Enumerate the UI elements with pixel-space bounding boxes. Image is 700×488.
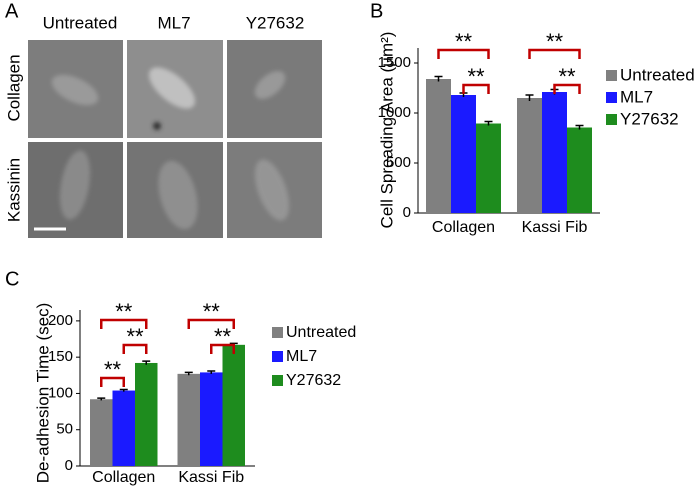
legend-label: ML7 bbox=[620, 87, 653, 106]
error-bar bbox=[434, 75, 443, 82]
y-tick-label: 500 bbox=[386, 154, 411, 171]
error-bar bbox=[484, 120, 493, 126]
significance-bracket bbox=[100, 376, 125, 387]
y-axis-label: De-adhesion Time (sec) bbox=[33, 303, 52, 483]
legend-swatch bbox=[272, 375, 283, 386]
legend-swatch bbox=[606, 114, 617, 125]
panel-label: B bbox=[370, 0, 383, 22]
bar bbox=[222, 344, 245, 466]
error-bar bbox=[119, 388, 128, 392]
significance-bracket bbox=[122, 343, 148, 354]
y-tick-label: 200 bbox=[48, 312, 73, 329]
y-tick-label: 150 bbox=[48, 348, 73, 365]
error-bar bbox=[97, 397, 106, 401]
x-tick-label: Collagen bbox=[432, 219, 495, 236]
significance-bracket bbox=[187, 318, 235, 329]
significance-label: ** bbox=[126, 324, 144, 349]
cells bbox=[51, 67, 290, 230]
bar bbox=[200, 372, 223, 466]
row-label: Collagen bbox=[4, 54, 23, 121]
bar bbox=[517, 98, 542, 213]
legend-swatch bbox=[272, 327, 283, 338]
significance-label: ** bbox=[455, 29, 473, 54]
y-tick-label: 1000 bbox=[378, 104, 411, 121]
micrographs bbox=[28, 40, 322, 238]
significance-label: ** bbox=[203, 299, 221, 324]
x-tick-label: Kassi Fib bbox=[522, 219, 588, 236]
bar bbox=[476, 123, 501, 213]
bar bbox=[426, 79, 451, 213]
bar bbox=[177, 373, 200, 466]
significance-label: ** bbox=[546, 29, 564, 54]
x-tick-label: Kassi Fib bbox=[178, 469, 244, 486]
legend-swatch bbox=[272, 351, 283, 362]
significance-bracket bbox=[100, 318, 148, 329]
legend-label: Y27632 bbox=[620, 109, 679, 128]
legend-label: ML7 bbox=[286, 348, 317, 365]
error-bar bbox=[142, 360, 151, 365]
bar bbox=[90, 399, 113, 466]
significance-label: ** bbox=[104, 357, 122, 382]
significance-bracket bbox=[210, 343, 235, 354]
significance-label: ** bbox=[558, 64, 576, 89]
significance-label: ** bbox=[467, 64, 485, 89]
error-bar bbox=[575, 124, 584, 130]
legend-label: Y27632 bbox=[286, 372, 341, 389]
y-tick-label: 1500 bbox=[378, 54, 411, 71]
bar bbox=[542, 92, 567, 213]
significance-bracket bbox=[437, 48, 490, 59]
legend-label: Untreated bbox=[286, 324, 356, 341]
y-tick-label: 0 bbox=[65, 457, 73, 474]
error-bar bbox=[207, 370, 216, 374]
y-axis-label: Cell Spreading Area (μm²) bbox=[377, 32, 396, 229]
bar bbox=[135, 362, 158, 466]
column-label: Y27632 bbox=[246, 13, 305, 32]
panel-label: C bbox=[5, 268, 19, 290]
legend-swatch bbox=[606, 92, 617, 103]
x-tick-label: Collagen bbox=[92, 469, 155, 486]
significance-label: ** bbox=[214, 324, 232, 349]
column-label: ML7 bbox=[157, 13, 190, 32]
bar bbox=[451, 95, 476, 213]
bar bbox=[112, 390, 135, 466]
significance-bracket bbox=[553, 83, 581, 94]
column-label: Untreated bbox=[43, 13, 118, 32]
error-bar bbox=[184, 371, 193, 376]
y-tick-label: 0 bbox=[403, 204, 411, 221]
legend-swatch bbox=[606, 70, 617, 81]
error-bar bbox=[525, 94, 534, 101]
y-tick-label: 100 bbox=[48, 384, 73, 401]
significance-bracket bbox=[528, 48, 581, 59]
panel-label: A bbox=[5, 0, 19, 22]
bar bbox=[567, 127, 592, 213]
y-tick-label: 50 bbox=[56, 421, 73, 438]
significance-label: ** bbox=[115, 299, 133, 324]
significance-bracket bbox=[462, 83, 490, 94]
legend-label: Untreated bbox=[620, 65, 695, 84]
row-label: Kassinin bbox=[4, 158, 23, 222]
